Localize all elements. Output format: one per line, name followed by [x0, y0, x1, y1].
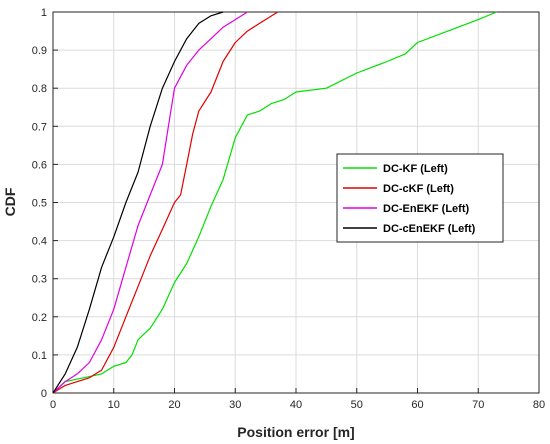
x-tick-label: 70 [472, 399, 484, 411]
axis-ticks: 0 10 20 30 40 50 60 70 80 0 0.1 0.2 0.3 0.4 0.5 0.6 0.7 0… [32, 7, 545, 411]
y-tick-label: 0.3 [32, 274, 47, 286]
x-tick-label: 30 [229, 399, 241, 411]
series-line-4 [52, 11, 224, 394]
y-tick-label: 1 [41, 7, 47, 19]
series-lines [52, 11, 497, 394]
y-tick-label: 0.5 [32, 198, 47, 210]
legend-entry: DC-KF (Left) [383, 163, 448, 175]
x-tick-label: 60 [411, 399, 423, 411]
y-tick-label: 0.1 [32, 350, 47, 362]
y-tick-label: 0.4 [32, 236, 47, 248]
x-tick-label: 0 [50, 399, 56, 411]
y-tick-label: 0.7 [32, 121, 47, 133]
legend: DC-KF (Left) DC-cKF (Left) DC-EnEKF (Left)… [336, 153, 504, 243]
legend-entry: DC-EnEKF (Left) [383, 203, 469, 215]
series-line-3 [52, 11, 248, 394]
y-tick-label: 0 [41, 388, 47, 400]
legend-entry: DC-cEnEKF (Left) [383, 223, 476, 235]
legend-entry: DC-cKF (Left) [383, 183, 454, 195]
series-line-2 [52, 11, 279, 394]
x-tick-label: 50 [351, 399, 363, 411]
y-tick-label: 0.2 [32, 312, 47, 324]
x-tick-label: 10 [108, 399, 120, 411]
x-axis-title: Position error [m] [237, 424, 354, 440]
y-axis-title: CDF [2, 187, 18, 216]
y-tick-label: 0.9 [32, 45, 47, 57]
y-tick-label: 0.6 [32, 159, 47, 171]
series-line-1 [52, 11, 497, 394]
x-tick-label: 40 [290, 399, 302, 411]
x-tick-label: 20 [168, 399, 180, 411]
y-tick-label: 0.8 [32, 83, 47, 95]
x-tick-label: 80 [533, 399, 545, 411]
